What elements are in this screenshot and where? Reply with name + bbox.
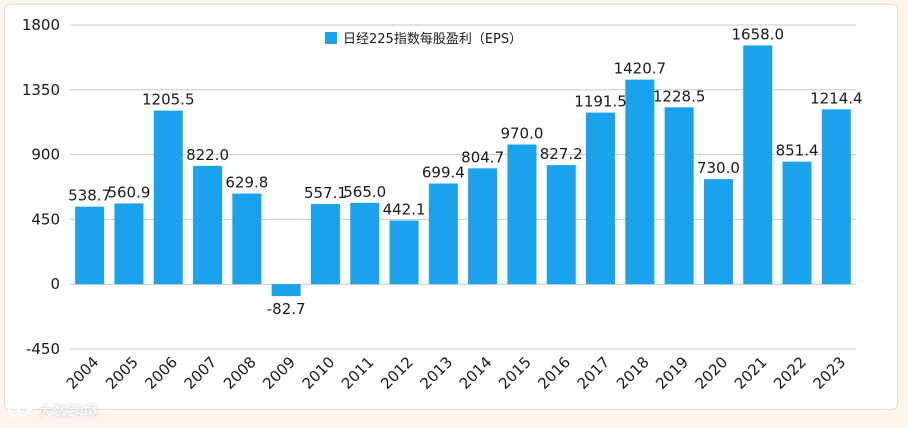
x-tick-label-2022: 2022 bbox=[770, 353, 810, 393]
data-label-2009: -82.7 bbox=[267, 300, 306, 318]
bar-2013 bbox=[428, 183, 458, 285]
y-tick-label: 0 bbox=[50, 275, 60, 293]
data-label-2021: 1658.0 bbox=[732, 25, 785, 43]
x-tick-label-2016: 2016 bbox=[534, 353, 574, 393]
x-tick-label-2014: 2014 bbox=[456, 353, 496, 393]
data-label-2020: 730.0 bbox=[697, 159, 740, 177]
data-label-2007: 822.0 bbox=[186, 146, 229, 164]
x-tick-label-2005: 2005 bbox=[102, 353, 142, 393]
watermark: 大数跨境 bbox=[8, 400, 98, 421]
bar-2008 bbox=[232, 193, 262, 285]
bar-2016 bbox=[546, 165, 576, 285]
bar-2021 bbox=[743, 45, 773, 285]
bar-2004 bbox=[75, 206, 105, 285]
bar-2007 bbox=[193, 165, 223, 285]
bar-2017 bbox=[586, 112, 616, 285]
x-tick-label-2018: 2018 bbox=[613, 353, 653, 393]
x-tick-label-2006: 2006 bbox=[141, 353, 181, 393]
bar-2023 bbox=[821, 109, 851, 285]
x-tick-label-2009: 2009 bbox=[259, 353, 299, 393]
gridlines bbox=[70, 24, 856, 350]
data-label-2008: 629.8 bbox=[225, 174, 268, 192]
x-tick-label-2008: 2008 bbox=[220, 353, 260, 393]
bar-2010 bbox=[310, 203, 340, 285]
bar-2018 bbox=[625, 79, 655, 285]
y-tick-label: 1350 bbox=[22, 81, 60, 99]
bar-2012 bbox=[389, 220, 419, 285]
x-tick-label-2013: 2013 bbox=[416, 353, 456, 393]
y-tick-label: -450 bbox=[26, 340, 60, 358]
bar-2009 bbox=[271, 284, 301, 297]
data-label-2012: 442.1 bbox=[383, 201, 426, 219]
data-label-2013: 699.4 bbox=[422, 163, 465, 181]
legend-label: 日经225指数每股盈利（EPS） bbox=[343, 31, 522, 47]
x-tick-label-2019: 2019 bbox=[652, 353, 692, 393]
data-label-2019: 1228.5 bbox=[653, 87, 706, 105]
bar-2011 bbox=[350, 202, 380, 285]
x-tick-label-2004: 2004 bbox=[63, 353, 103, 393]
bar-2006 bbox=[153, 110, 183, 285]
y-axis-ticks: -450 0 450 900 1350 1800 bbox=[22, 16, 60, 358]
x-tick-label-2011: 2011 bbox=[338, 353, 378, 393]
bar-2015 bbox=[507, 144, 537, 285]
y-tick-label: 900 bbox=[31, 146, 60, 164]
data-label-2014: 804.7 bbox=[461, 148, 504, 166]
bar-2020 bbox=[703, 179, 733, 285]
bar-2019 bbox=[664, 107, 694, 285]
data-label-2015: 970.0 bbox=[500, 125, 543, 143]
data-label-2022: 851.4 bbox=[776, 142, 819, 160]
bar-2014 bbox=[468, 168, 498, 285]
x-tick-label-2017: 2017 bbox=[574, 353, 614, 393]
bar-2022 bbox=[782, 161, 812, 285]
watermark-logo-icon bbox=[8, 404, 32, 417]
data-label-2017: 1191.5 bbox=[574, 93, 627, 111]
data-label-2011: 565.0 bbox=[343, 183, 386, 201]
data-label-2016: 827.2 bbox=[540, 145, 583, 163]
y-tick-label: 450 bbox=[31, 210, 60, 228]
x-axis-ticks: 2004 2005 2006 2007 2008 2009 2010 2011 2012 2013… bbox=[63, 353, 849, 393]
bars bbox=[75, 45, 851, 297]
data-label-2006: 1205.5 bbox=[142, 91, 195, 109]
x-tick-label-2020: 2020 bbox=[692, 353, 732, 393]
bar-2005 bbox=[114, 203, 144, 285]
x-tick-label-2007: 2007 bbox=[181, 353, 221, 393]
y-tick-label: 1800 bbox=[22, 16, 60, 34]
x-tick-label-2010: 2010 bbox=[299, 353, 339, 393]
data-label-2023: 1214.4 bbox=[810, 89, 863, 107]
x-tick-label-2023: 2023 bbox=[809, 353, 849, 393]
data-label-2010: 557.1 bbox=[304, 184, 347, 202]
x-tick-label-2012: 2012 bbox=[377, 353, 417, 393]
x-tick-label-2015: 2015 bbox=[495, 353, 535, 393]
legend: 日经225指数每股盈利（EPS） bbox=[325, 31, 522, 47]
data-label-2004: 538.7 bbox=[68, 187, 111, 205]
legend-swatch bbox=[325, 32, 337, 44]
data-label-2018: 1420.7 bbox=[614, 60, 667, 78]
x-tick-label-2021: 2021 bbox=[731, 353, 771, 393]
watermark-text: 大数跨境 bbox=[38, 402, 99, 420]
data-label-2005: 560.9 bbox=[107, 183, 150, 201]
